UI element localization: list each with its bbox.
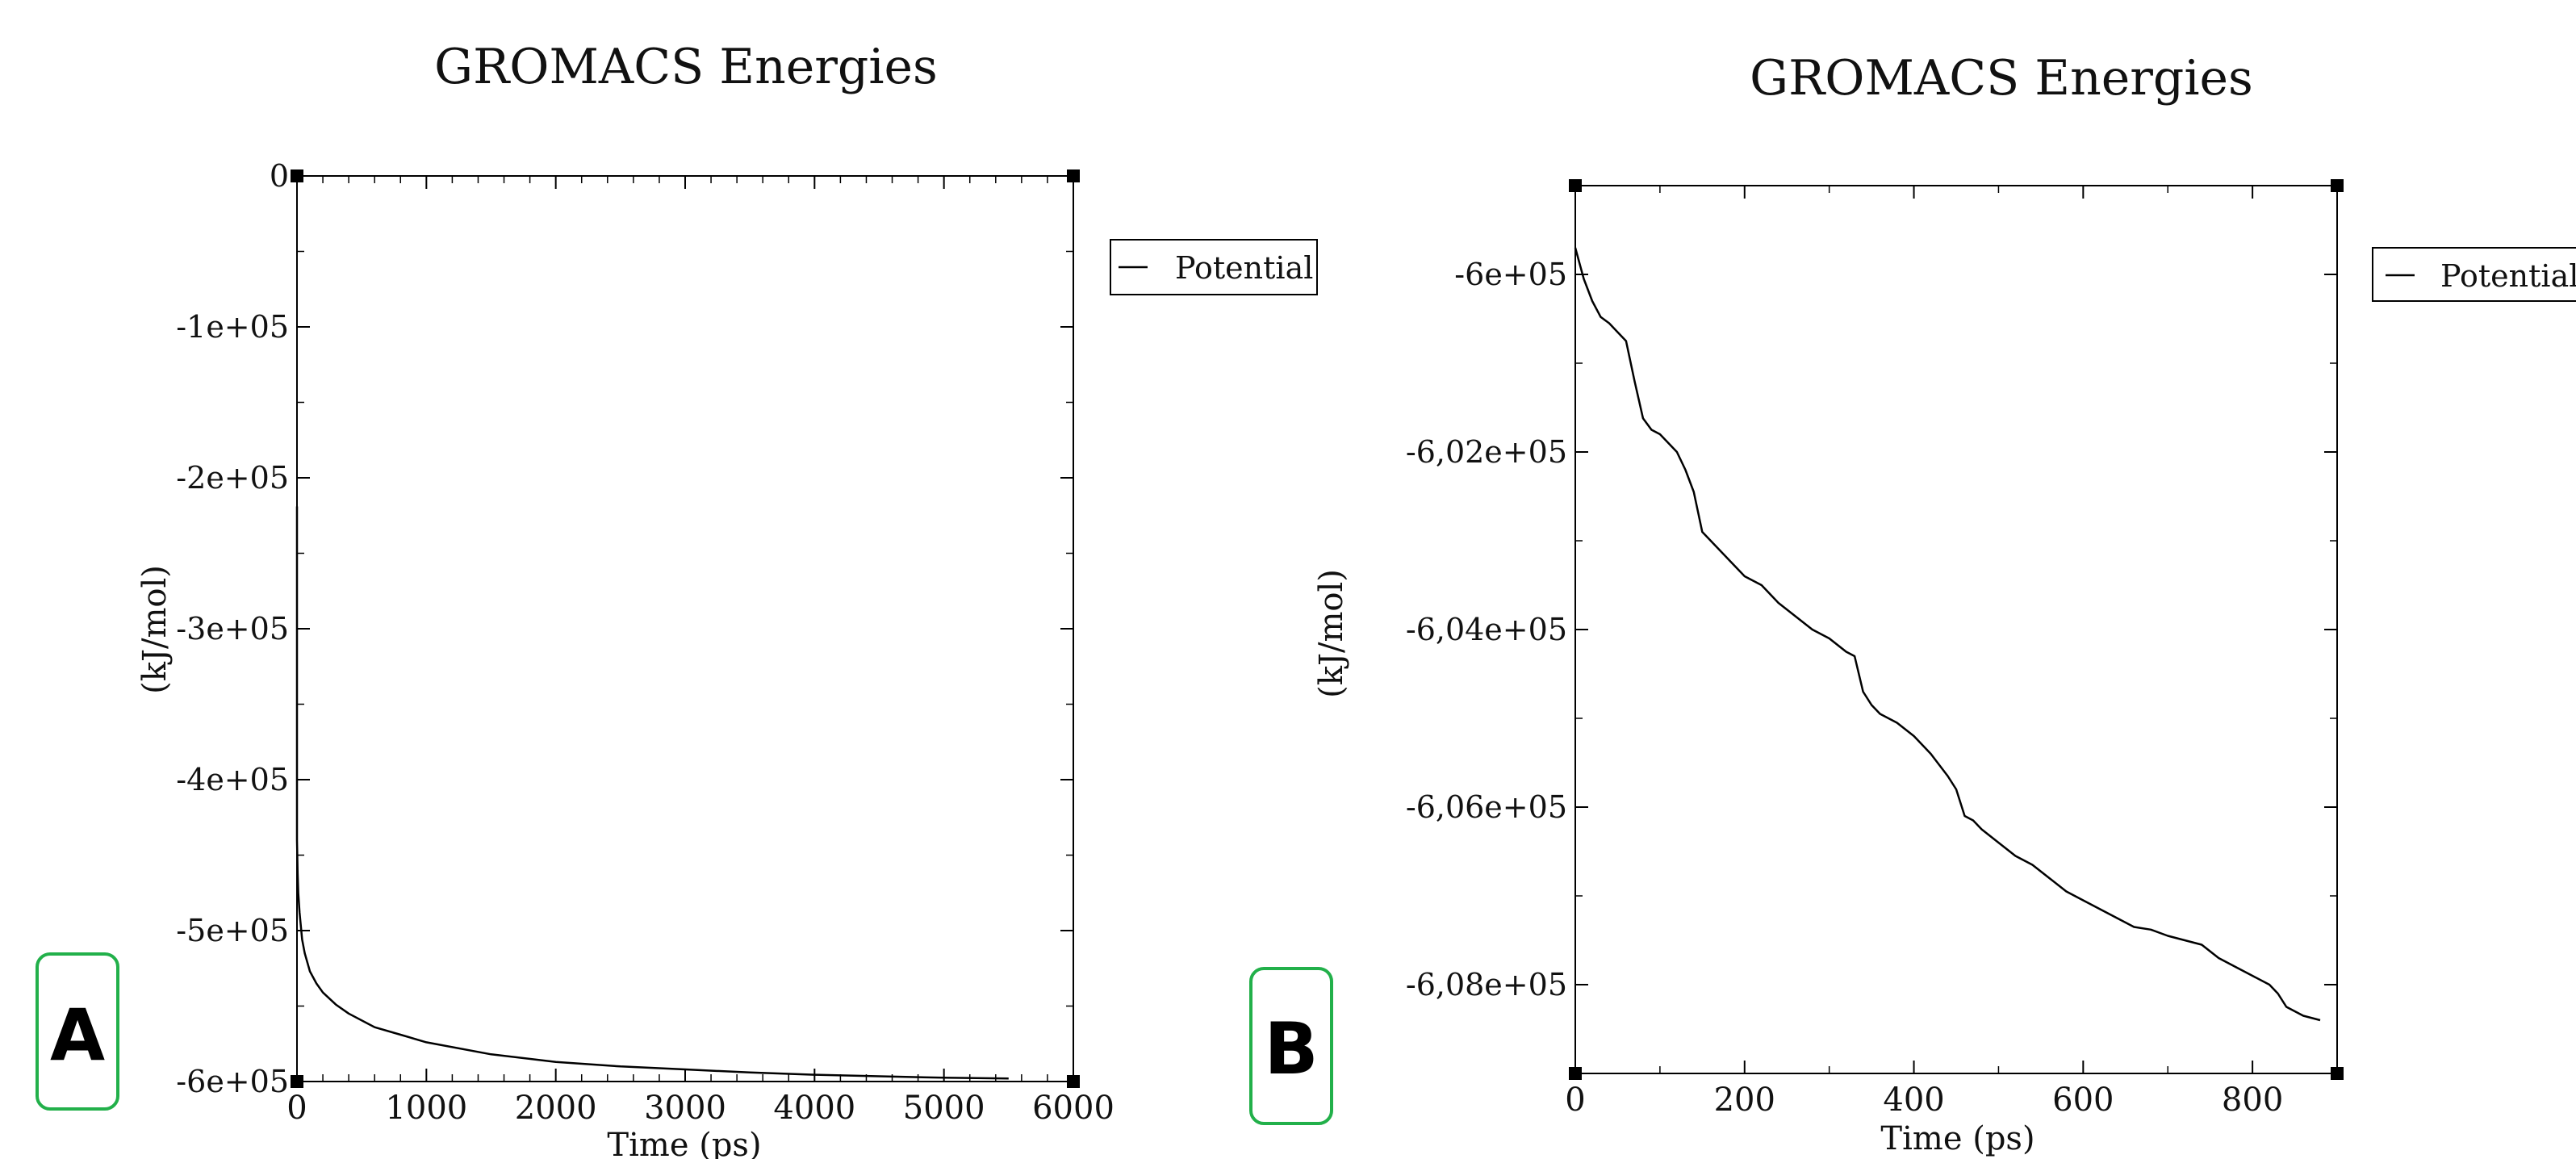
panel-b-x-tick-label: 600 [2052, 1082, 2114, 1119]
panel-b-y-tick-label: -6e+05 [1454, 257, 1567, 292]
panel-a-y-tick-label: -4e+05 [176, 762, 289, 797]
panel-b-x-axis-label: Time (ps) [1880, 1120, 2034, 1157]
panel-b-y-tick-label: -6,04e+05 [1406, 612, 1567, 647]
panel-b-legend-box [2372, 247, 2576, 302]
panel-a-y-tick-label: -3e+05 [176, 611, 289, 646]
panel-a-y-tick-label: -1e+05 [176, 309, 289, 345]
panel-a-badge-box [36, 952, 119, 1111]
panel-a-x-tick-label: 5000 [903, 1090, 985, 1127]
panel-a-y-tick-label: -2e+05 [176, 460, 289, 496]
panel-b-x-tick-label: 800 [2222, 1082, 2283, 1119]
panel-b-series-potential [1574, 247, 2321, 1022]
panel-a-y-tick-label: -5e+05 [176, 913, 289, 948]
panel-a-x-axis-label: Time (ps) [607, 1127, 761, 1159]
panel-b-y-tick-label: -6,06e+05 [1406, 789, 1567, 825]
panel-a-y-axis-label: (kJ/mol) [136, 565, 174, 694]
panel-b-y-tick-label: -6,08e+05 [1406, 967, 1567, 1002]
panel-a-x-tick-label: 2000 [515, 1090, 597, 1127]
panel-a-x-tick-label: 4000 [773, 1090, 855, 1127]
panel-b-x-tick-label: 200 [1714, 1082, 1775, 1119]
panel-a-x-tick-label: 3000 [644, 1090, 726, 1127]
panel-a-x-tick-label: 1000 [385, 1090, 467, 1127]
panel-a-legend-label: Potential [1175, 250, 1313, 286]
panel-b-title: GROMACS Energies [1750, 50, 2253, 107]
panel-a-plot-frame [296, 175, 1074, 1082]
panel-b-plot-frame [1574, 185, 2338, 1074]
panel-a-title: GROMACS Energies [434, 39, 938, 95]
panel-b-x-tick-label: 0 [1565, 1082, 1585, 1119]
panel-b-badge-label: B [1264, 1007, 1318, 1090]
panel-a-y-tick-label: 0 [270, 158, 289, 194]
panel-b-x-tick-label: 400 [1883, 1082, 1944, 1119]
panel-a-x-tick-label: 0 [286, 1090, 307, 1127]
panel-a-legend-box [1110, 239, 1318, 295]
panel-a-x-tick-label: 6000 [1032, 1090, 1114, 1127]
panel-a-badge-label: A [50, 994, 105, 1077]
panel-b-badge-box [1249, 967, 1333, 1125]
panel-a: GROMACS Energies (kJ/mol) Time (ps) Pote… [36, 39, 1318, 1159]
panel-a-y-tick-label: -6e+05 [176, 1064, 289, 1099]
panel-b: GROMACS Energies (kJ/mol) Time (ps) Pote… [1249, 50, 2576, 1157]
panel-b-y-tick-label: -6,02e+05 [1406, 434, 1567, 470]
panel-b-legend-label: Potential [2440, 258, 2576, 294]
panel-b-y-axis-label: (kJ/mol) [1313, 569, 1350, 698]
panel-a-series-potential [295, 506, 1009, 1080]
